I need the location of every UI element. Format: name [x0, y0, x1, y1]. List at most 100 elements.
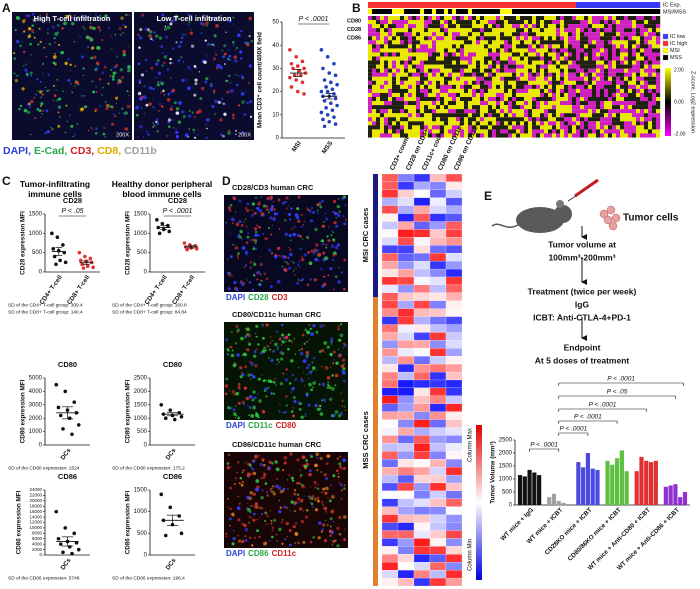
heatmap-cell — [408, 109, 413, 114]
heatmap-cell — [397, 245, 415, 254]
cell — [333, 240, 336, 242]
cell — [344, 409, 347, 412]
heatmap-cell — [444, 125, 449, 130]
heatmap-cell — [504, 105, 509, 110]
heatmap-cell — [532, 32, 537, 37]
cell — [256, 207, 260, 210]
heatmap-cell — [468, 16, 473, 21]
data-point — [168, 408, 173, 412]
cell — [244, 264, 248, 267]
heatmap-cell — [412, 72, 417, 77]
heatmap-cell — [620, 52, 625, 57]
heatmap-cell — [504, 56, 509, 61]
heatmap-cell — [636, 32, 641, 37]
heatmap-cell — [608, 133, 613, 138]
cell — [215, 24, 219, 28]
heatmap-cell — [532, 84, 537, 89]
heatmap-cell — [429, 221, 447, 230]
heatmap-cell — [576, 36, 581, 41]
x-tick-label: DCs — [60, 557, 73, 572]
heatmap-cell — [436, 48, 441, 53]
heatmap-cell — [516, 117, 521, 122]
heatmap-cell — [636, 40, 641, 45]
cell — [222, 55, 226, 59]
heatmap-cell — [413, 364, 431, 373]
cell — [172, 119, 175, 121]
heatmap-cell — [397, 427, 415, 436]
heatmap-cell — [556, 64, 561, 69]
heatmap-cell — [445, 577, 463, 587]
data-point — [289, 61, 294, 66]
heatmap-cell — [484, 105, 489, 110]
heatmap-cell — [472, 44, 477, 49]
msi-bar-cell — [512, 9, 517, 14]
heatmap-cell — [516, 129, 521, 134]
heatmap-cell — [444, 24, 449, 29]
heatmap-cell — [412, 24, 417, 29]
stain-label: E-Cad, — [34, 145, 68, 157]
heatmap-cell — [524, 52, 529, 57]
heatmap-cell — [404, 133, 409, 138]
cell — [33, 18, 37, 23]
heatmap-cell — [384, 20, 389, 25]
heatmap-cell — [429, 268, 447, 278]
cell — [269, 487, 273, 491]
cell — [234, 59, 238, 63]
heatmap-cell — [600, 72, 605, 77]
ic-bar-cell — [412, 2, 417, 8]
heatmap-cell — [500, 84, 505, 89]
heatmap-cell — [536, 129, 541, 134]
heatmap-cell — [412, 101, 417, 106]
cell — [259, 201, 261, 203]
heatmap-cell — [500, 68, 505, 73]
cell — [47, 73, 50, 76]
heatmap-cell — [413, 570, 431, 579]
ic-bar-cell — [496, 2, 501, 8]
cell — [278, 228, 281, 230]
msi-bar-cell — [604, 9, 609, 14]
heatmap-cell — [424, 76, 429, 81]
heatmap-cell — [588, 16, 593, 21]
heatmap-cell — [384, 64, 389, 69]
heatmap-cell — [508, 101, 513, 106]
heatmap-cell — [432, 60, 437, 65]
heatmap-cell — [596, 84, 601, 89]
heatmap-cell — [612, 97, 617, 102]
heatmap-cell — [452, 44, 457, 49]
heatmap-cell — [536, 28, 541, 33]
cell — [320, 530, 323, 533]
heatmap-cell — [612, 101, 617, 106]
heatmap-cell — [400, 92, 405, 98]
msi-bar-cell — [560, 9, 565, 14]
cell — [71, 91, 73, 94]
heatmap-cell — [381, 364, 399, 373]
heatmap-cell — [464, 44, 469, 49]
cell — [343, 487, 346, 490]
heatmap-cell — [560, 80, 565, 85]
heatmap-cell — [381, 340, 399, 349]
heatmap-cell — [576, 121, 581, 126]
heatmap-cell — [584, 109, 589, 114]
cell — [270, 522, 273, 525]
cell — [323, 341, 328, 345]
heatmap-cell — [400, 72, 405, 77]
heatmap-cell — [429, 276, 447, 286]
heatmap-cell — [456, 48, 461, 53]
heatmap-cell — [413, 467, 431, 476]
cell — [270, 252, 274, 255]
heatmap-cell — [381, 189, 399, 198]
heatmap-cell — [576, 105, 581, 110]
heatmap-cell — [413, 459, 431, 468]
cell — [292, 525, 296, 529]
cell — [16, 74, 19, 77]
heatmap-cell — [428, 121, 433, 126]
cell — [40, 102, 44, 106]
heatmap-cell — [412, 20, 417, 25]
cell — [334, 245, 339, 250]
heatmap-cell — [636, 60, 641, 65]
cell — [337, 280, 341, 284]
cell — [109, 75, 112, 77]
y-tick-label: 2500 — [134, 376, 148, 382]
heatmap-cell — [560, 121, 565, 126]
cell — [241, 131, 245, 135]
